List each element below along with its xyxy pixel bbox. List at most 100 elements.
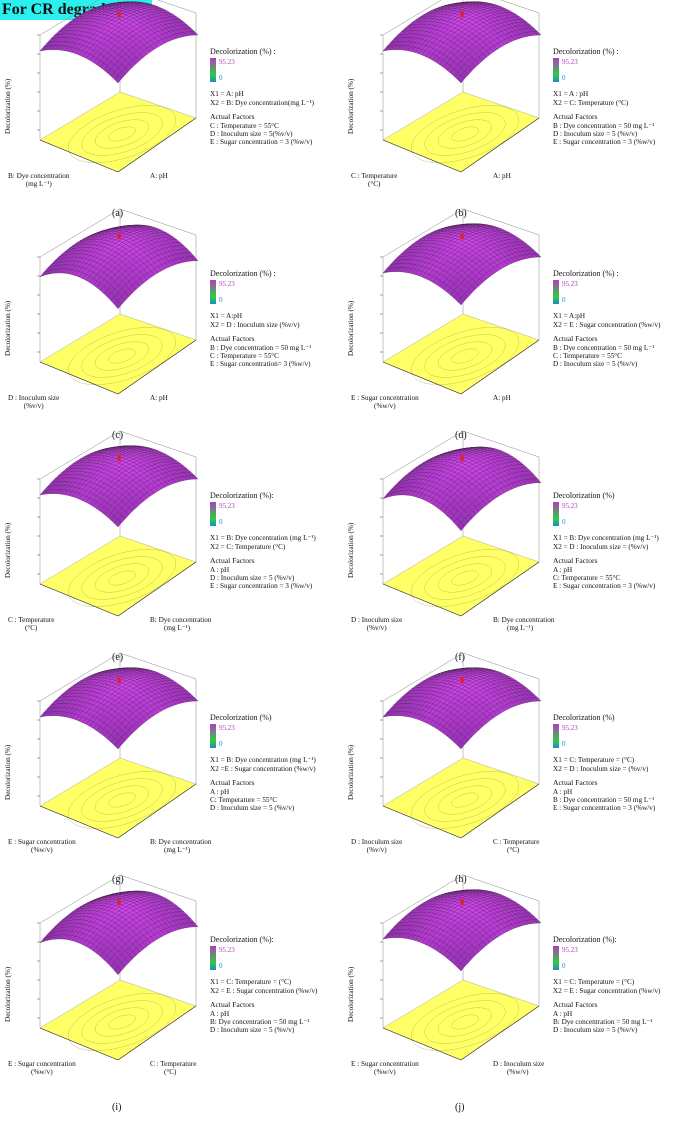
response-surface	[39, 890, 199, 975]
optimum-point-marker	[460, 11, 464, 18]
actual-factor: B: Dye concentration = 50 mg L⁻¹	[210, 1018, 310, 1027]
y-axis-label-line: E : Sugar concentration	[8, 838, 76, 846]
x-axis-label: A: pH	[150, 394, 168, 402]
contour-line	[451, 126, 479, 142]
actual-factor: C: Temperature = 55°C	[553, 574, 621, 583]
response-surface	[382, 446, 542, 531]
contour-line	[411, 993, 519, 1051]
chart-panel-a: Decolorization (%) A: pH B: Dye concentrat…	[0, 0, 342, 246]
legend-min: 0	[562, 296, 566, 304]
surface-plot-f	[380, 430, 542, 617]
variable-x2: X2 = E : Sugar concentration (%w/v)	[553, 320, 661, 329]
surface-facet	[190, 256, 199, 261]
variable-x2: X2 = B: Dye concentration(mg L⁻¹)	[210, 98, 315, 107]
x-axis-label: B: Dye concentration (mg L⁻¹)	[150, 616, 211, 632]
legend-title: Decolorization (%) :	[553, 47, 619, 56]
y-axis-label: E : Sugar concentration (%w/v)	[8, 838, 76, 854]
contour-line	[68, 549, 176, 607]
actual-factor: C : Temperature = 55°C	[210, 352, 279, 361]
actual-factors-title: Actual Factors	[210, 556, 255, 566]
contour-line	[424, 778, 506, 822]
legend-max: 95.23	[562, 502, 578, 511]
y-axis-label-line: E : Sugar concentration	[8, 1060, 76, 1068]
y-axis-label-line: (%w/v)	[31, 1068, 53, 1076]
legend-min: 0	[219, 962, 223, 970]
contour-line	[81, 556, 163, 600]
axis-line	[460, 561, 540, 617]
response-surface	[39, 224, 199, 309]
variable-x1: X1 = B: Dye concentration (mg L⁻¹)	[210, 756, 316, 765]
panel-caption: (i)	[112, 1102, 122, 1113]
actual-factor: D : Inoculum size = 5 (%v/v)	[210, 1026, 295, 1035]
contour-line	[94, 119, 150, 149]
x-axis-label-line: B: Dye concentration	[493, 616, 555, 624]
panel-caption: (h)	[455, 874, 467, 885]
variable-x2: X2 = D : Inoculum size = (%v/v)	[553, 542, 649, 551]
actual-factor: A : pH	[210, 565, 230, 574]
optimum-point-marker	[460, 677, 464, 684]
contour-line	[108, 348, 136, 364]
surface-facet	[533, 31, 542, 36]
axis-line	[39, 583, 119, 617]
y-axis-label-line: (°C)	[25, 624, 38, 632]
box-edge	[39, 430, 121, 480]
box-edge	[462, 652, 540, 680]
panel-caption: (d)	[455, 430, 467, 441]
axis-line	[117, 117, 197, 173]
variable-x2: X2 = D : Inoculum size (%v/v)	[210, 320, 300, 329]
axis-line	[39, 1027, 119, 1061]
contour-line	[424, 556, 506, 600]
y-axis-label: E : Sugar concentration (%w/v)	[351, 394, 419, 410]
x-axis-label-line: A: pH	[493, 394, 511, 402]
contour-line	[437, 785, 493, 815]
color-legend: 95.23 0	[210, 280, 311, 305]
legend-min: 0	[219, 518, 223, 526]
contour-line	[411, 105, 519, 163]
contour-line	[94, 1007, 150, 1037]
contour-line	[81, 778, 163, 822]
chart-panel-j: Decolorization (%) D : Inoculum size (%w/v…	[343, 874, 685, 1134]
actual-factor: B : Dye concentration = 50 mg L⁻¹	[210, 343, 312, 352]
y-axis-label-line: (%w/v)	[31, 846, 53, 854]
contour-line	[68, 105, 176, 163]
response-surface	[39, 1, 199, 84]
variable-x2: X2 =E : Sugar concentration (%w/v)	[210, 764, 316, 773]
x-axis-label: B: Dye concentration (mg L⁻¹)	[150, 838, 211, 854]
y-axis-label-line: (mg L⁻¹)	[25, 180, 52, 188]
contour-line	[108, 1014, 136, 1030]
chart-panel-b: Decolorization (%) A: pH C : Temperature (°…	[343, 0, 685, 246]
actual-factor: E : Sugar concentration = 3 (%w/v)	[553, 804, 656, 813]
surface-plot-c	[37, 208, 199, 395]
surface-facet	[533, 478, 542, 483]
variable-x1: X1 = C: Temperature = (°C)	[210, 978, 292, 987]
box-edge	[39, 0, 99, 36]
surface-plot-j	[380, 874, 542, 1061]
surface-facet	[533, 253, 542, 258]
contour-line	[437, 341, 493, 371]
box-edge	[462, 430, 540, 458]
factor-legend: Decolorization (%) 95.23 0 X1 = B: Dye conc…	[553, 491, 659, 591]
y-axis-label: E : Sugar concentration (%w/v)	[8, 1060, 76, 1076]
actual-factors-title: Actual Factors	[553, 112, 598, 122]
y-axis-label-line: D : Inoculum size	[351, 616, 403, 624]
y-axis-label-line: (%v/v)	[23, 402, 44, 410]
actual-factor: D : Inoculum size = 5 (%v/v)	[553, 130, 638, 139]
actual-factor: D : Inoculum size = 5 (%v/v)	[210, 804, 295, 813]
z-axis-label: Decolorization (%)	[4, 522, 12, 578]
x-axis-label-unit: (°C)	[164, 1068, 177, 1076]
legend-colorbar	[553, 724, 559, 749]
axis-line	[460, 117, 540, 173]
axis-line	[39, 361, 119, 395]
axis-line	[460, 783, 540, 839]
optimum-point-marker	[117, 455, 121, 462]
y-axis-label-line: (°C)	[368, 180, 381, 188]
box-edge	[382, 0, 442, 36]
legend-colorbar	[210, 280, 216, 305]
legend-title: Decolorization (%) :	[210, 47, 276, 56]
color-legend: 95.23 0	[210, 946, 317, 971]
variable-x1: X1 = B: Dye concentration (mg L⁻¹)	[210, 534, 316, 543]
optimum-point-marker	[117, 233, 121, 240]
actual-factor: C : Temperature = 55°C	[553, 352, 622, 361]
contour-line	[108, 792, 136, 808]
legend-max: 95.23	[562, 724, 578, 733]
